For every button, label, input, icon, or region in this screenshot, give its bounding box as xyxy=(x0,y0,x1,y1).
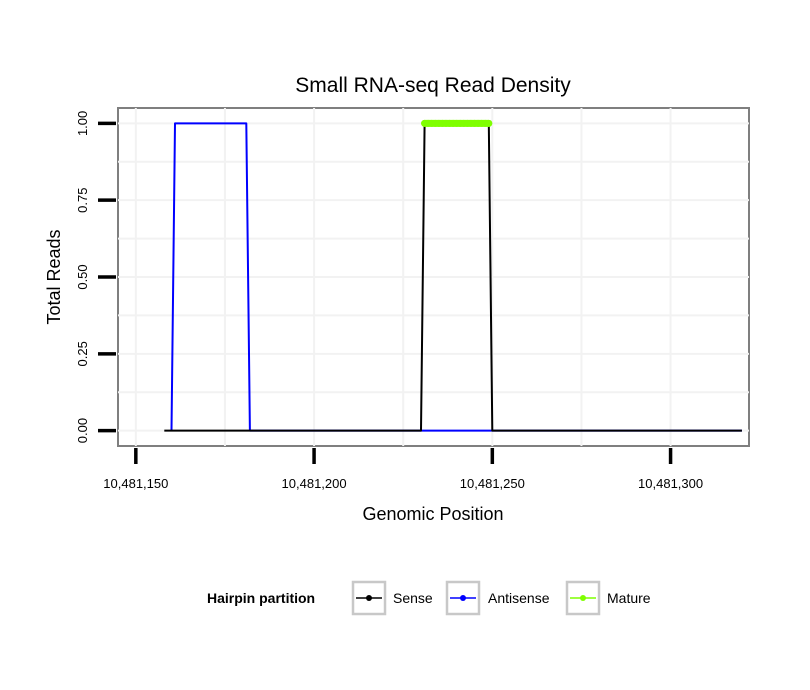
grid xyxy=(118,108,749,446)
x-tick-label: 10,481,200 xyxy=(282,476,347,491)
data-series xyxy=(164,119,742,432)
chart-title: Small RNA-seq Read Density xyxy=(295,74,571,97)
legend-label-sense: Sense xyxy=(393,590,433,606)
x-tick-label: 10,481,300 xyxy=(638,476,703,491)
legend-title: Hairpin partition xyxy=(207,590,315,606)
legend-dot-sense xyxy=(366,595,372,601)
y-tick-label: 0.25 xyxy=(75,341,90,366)
y-tick-label: 0.75 xyxy=(75,188,90,213)
y-tick-label: 0.50 xyxy=(75,264,90,289)
legend-label-antisense: Antisense xyxy=(488,590,550,606)
legend-item-antisense: Antisense xyxy=(445,580,550,616)
y-tick-label: 0.00 xyxy=(75,418,90,443)
y-axis: 0.00 0.25 0.50 0.75 1.00 xyxy=(75,111,116,443)
legend-dot-antisense xyxy=(460,595,466,601)
legend-item-sense: Sense xyxy=(351,580,433,616)
x-tick-label: 10,481,250 xyxy=(460,476,525,491)
legend-label-mature: Mature xyxy=(607,590,651,606)
y-axis-title: Total Reads xyxy=(44,229,64,324)
mature-point xyxy=(485,119,493,127)
y-tick-label: 1.00 xyxy=(75,111,90,136)
legend-item-mature: Mature xyxy=(565,580,651,616)
legend: Hairpin partition Sense Antisense Mature xyxy=(207,580,651,616)
x-axis-title: Genomic Position xyxy=(362,504,503,524)
x-tick-label: 10,481,150 xyxy=(103,476,168,491)
legend-dot-mature xyxy=(580,595,586,601)
x-axis: 10,481,150 10,481,200 10,481,250 10,481,300 xyxy=(103,448,703,491)
